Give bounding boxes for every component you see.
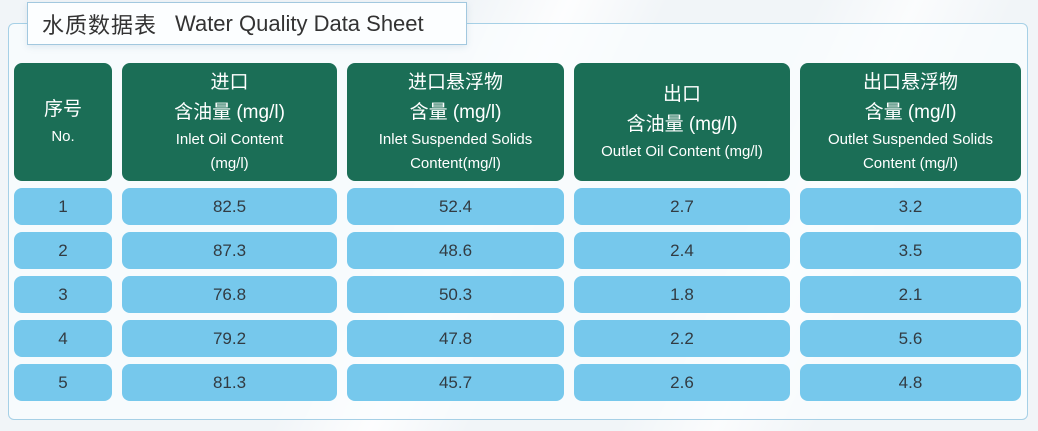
header-col-serial-number: 序号 No. xyxy=(14,63,112,181)
table-cell: 47.8 xyxy=(347,320,564,357)
table-cell: 2.4 xyxy=(574,232,790,269)
table-cell: 5 xyxy=(14,364,112,401)
table-cell: 2.2 xyxy=(574,320,790,357)
table-cell: 3 xyxy=(14,276,112,313)
header-col-inlet-suspended-solids: 进口悬浮物 含量 (mg/l) Inlet Suspended Solids C… xyxy=(347,63,564,181)
header-en-line: No. xyxy=(51,128,75,145)
table-cell: 45.7 xyxy=(347,364,564,401)
header-zh-line: 出口 xyxy=(662,84,701,105)
table-cell: 50.3 xyxy=(347,276,564,313)
header-zh-line: 含量 (mg/l) xyxy=(409,102,502,123)
table-cell: 79.2 xyxy=(122,320,337,357)
header-en-line: (mg/l) xyxy=(210,155,249,172)
header-zh-line: 序号 xyxy=(43,99,82,120)
table-cell: 1.8 xyxy=(574,276,790,313)
header-en-line: Content(mg/l) xyxy=(410,155,501,172)
header-en-line: Outlet Oil Content (mg/l) xyxy=(601,143,763,160)
table-cell: 2.1 xyxy=(800,276,1021,313)
table-cell: 4 xyxy=(14,320,112,357)
header-col-inlet-oil-content: 进口 含油量 (mg/l) Inlet Oil Content (mg/l) xyxy=(122,63,337,181)
table-cell: 52.4 xyxy=(347,188,564,225)
header-zh-line: 进口悬浮物 xyxy=(407,72,503,93)
table-cell: 2.6 xyxy=(574,364,790,401)
header-col-outlet-oil-content: 出口 含油量 (mg/l) Outlet Oil Content (mg/l) xyxy=(574,63,790,181)
header-zh-line: 出口悬浮物 xyxy=(862,72,958,93)
water-quality-table: 序号 No. 进口 含油量 (mg/l) Inlet Oil Content (… xyxy=(14,63,1021,401)
header-zh-line: 含油量 (mg/l) xyxy=(626,114,738,135)
table-cell: 2.7 xyxy=(574,188,790,225)
table-cell: 5.6 xyxy=(800,320,1021,357)
table-cell: 48.6 xyxy=(347,232,564,269)
page-title-zh: 水质数据表 xyxy=(42,12,158,38)
table-cell: 3.2 xyxy=(800,188,1021,225)
header-zh-line: 含油量 (mg/l) xyxy=(174,102,285,123)
header-en-line: Content (mg/l) xyxy=(862,155,959,172)
table-cell: 76.8 xyxy=(122,276,337,313)
table-cell: 87.3 xyxy=(122,232,337,269)
table-cell: 82.5 xyxy=(122,188,337,225)
header-en-line: Inlet Suspended Solids xyxy=(378,131,533,148)
header-en-line: Outlet Suspended Solids xyxy=(827,131,994,148)
table-cell: 3.5 xyxy=(800,232,1021,269)
header-zh-line: 进口 xyxy=(210,72,249,93)
table-cell: 81.3 xyxy=(122,364,337,401)
header-zh-line: 含量 (mg/l) xyxy=(864,102,957,123)
title-card: 水质数据表 Water Quality Data Sheet xyxy=(27,2,467,45)
table-cell: 2 xyxy=(14,232,112,269)
table-cell: 1 xyxy=(14,188,112,225)
page-title-en: Water Quality Data Sheet xyxy=(175,10,424,36)
header-col-outlet-suspended-solids: 出口悬浮物 含量 (mg/l) Outlet Suspended Solids … xyxy=(800,63,1021,181)
header-en-line: Inlet Oil Content xyxy=(175,131,284,148)
table-cell: 4.8 xyxy=(800,364,1021,401)
